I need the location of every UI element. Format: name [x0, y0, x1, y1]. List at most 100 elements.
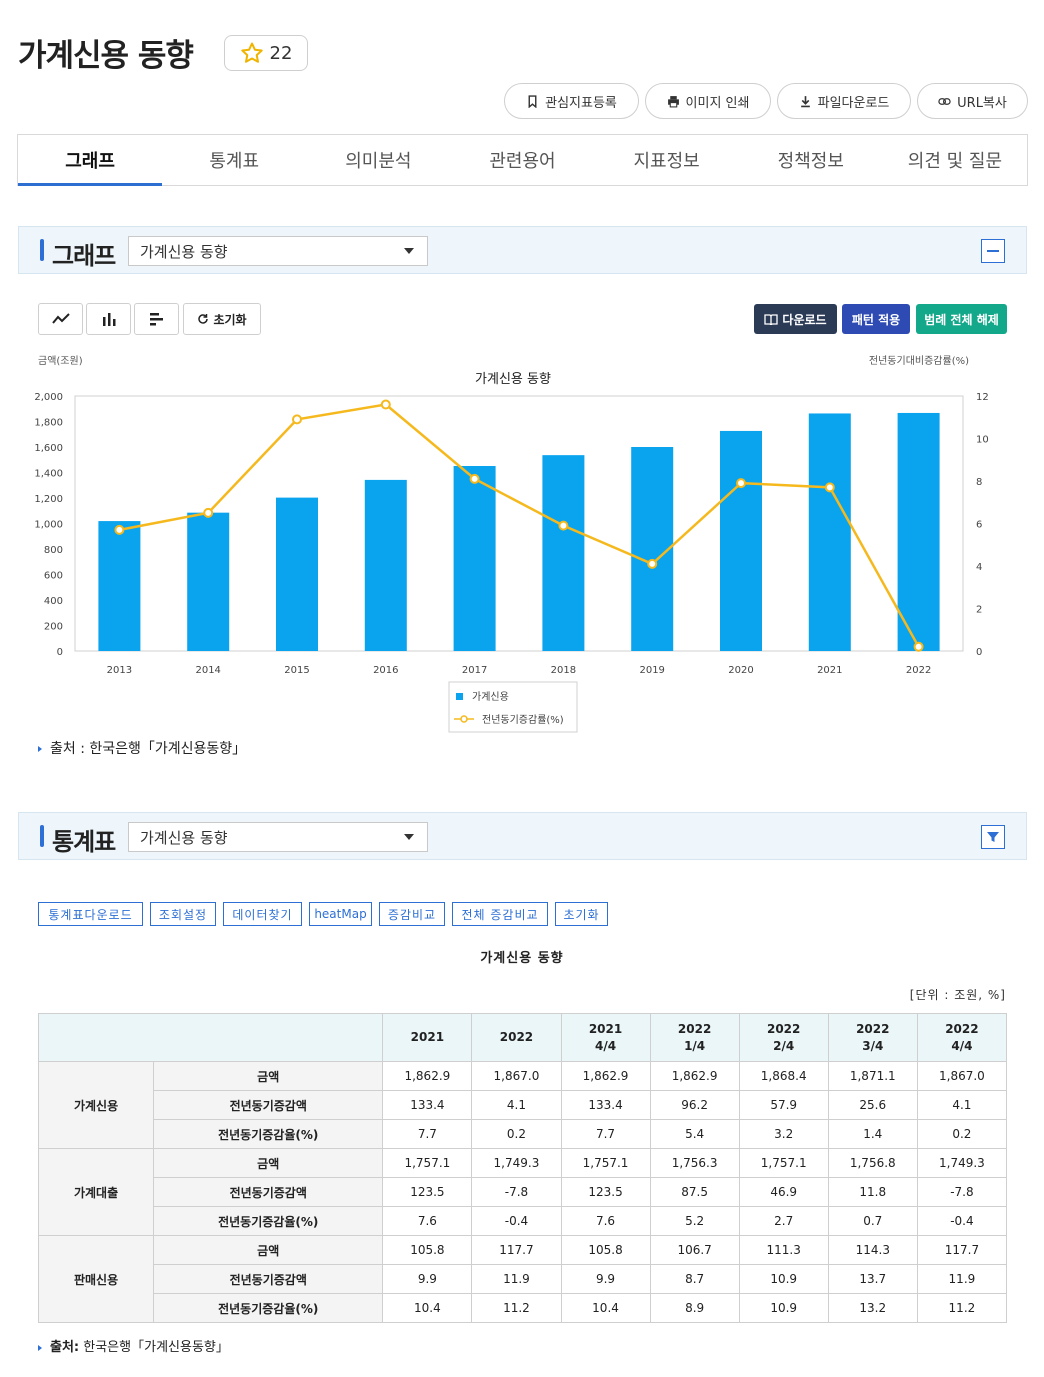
combo-chart: 금액(조원) 전년동기대비증감률(%) 가계신용 동향 0 200 400 600 800 1,…: [34, 355, 989, 733]
file-download-button[interactable]: 파일다운로드: [777, 83, 911, 119]
stat-reset-button[interactable]: 초기화: [555, 902, 608, 926]
table-row: 판매신용 금액 105.8 117.7 105.8 106.7 111.3 114.3 117.…: [37, 1235, 1008, 1323]
table-cell: 1,867.0: [916, 1061, 1008, 1091]
y-tick-label: 600: [44, 571, 63, 582]
y-tick-label: 400: [44, 596, 63, 607]
stat-series-select[interactable]: 가계신용 동향: [128, 822, 428, 852]
pattern-apply-button[interactable]: 패턴 적용: [842, 304, 910, 334]
legend-clear-button[interactable]: 범례 전체 해제: [916, 304, 1007, 334]
heatmap-button[interactable]: heatMap: [309, 902, 372, 926]
data-find-button[interactable]: 데이터찾기: [223, 902, 302, 926]
reset-label: 초기화: [213, 312, 247, 327]
table-cell: 1,862.9: [382, 1061, 473, 1091]
line-point: [824, 482, 835, 493]
row-label: 전년동기증감율(%): [153, 1206, 384, 1236]
y-tick-label: 1,000: [34, 520, 63, 531]
file-download-label: 파일다운로드: [817, 95, 890, 111]
horizontal-bar-button[interactable]: [134, 303, 179, 335]
y2-tick-label: 8: [976, 477, 982, 488]
stat-section-title: 통계표: [52, 828, 116, 856]
table-cell: 123.5: [382, 1177, 473, 1207]
x-tick-label: 2022: [906, 665, 931, 676]
main-tabs: 그래프 통계표 의미분석 관련용어 지표정보 정책정보 의견 및 질문: [17, 134, 1028, 186]
bar-chart-button[interactable]: [86, 303, 131, 335]
tab-policy-info[interactable]: 정책정보: [777, 151, 844, 172]
compare-change-button[interactable]: 증감비교: [379, 902, 445, 926]
pattern-label: 패턴 적용: [851, 312, 901, 327]
table-cell: 1,757.1: [560, 1148, 651, 1178]
table-cell: 8.9: [649, 1293, 740, 1323]
table-cell: 10.9: [738, 1264, 829, 1294]
table-cell: 1,749.3: [916, 1148, 1008, 1178]
y2-tick-label: 12: [976, 392, 989, 403]
line-point: [736, 478, 746, 489]
table-cell: 10.9: [738, 1293, 829, 1323]
tab-graph[interactable]: 그래프: [18, 135, 163, 186]
bar: [542, 455, 585, 651]
graph-series-select[interactable]: 가계신용 동향: [128, 236, 428, 266]
row-label: 전년동기증감율(%): [153, 1293, 384, 1323]
table-cell: 105.8: [382, 1235, 473, 1265]
table-cell: -0.4: [916, 1206, 1008, 1236]
y-tick-label: 800: [44, 545, 63, 556]
column-header: 2022 4/4: [916, 1013, 1008, 1062]
table-cell: 105.8: [560, 1235, 651, 1265]
stat-table: 2021 2022 2021 4/4 2022 1/4 2022 2/4 2022 3/4 2022…: [37, 1013, 1008, 1323]
table-cell: 1,862.9: [649, 1061, 740, 1091]
compare-all-button[interactable]: 전체 증감비교: [452, 902, 548, 926]
line-point: [380, 399, 391, 410]
graph-source: 출처 : 한국은행「가계신용동향」: [38, 738, 246, 758]
column-header: 2022 3/4: [827, 1013, 918, 1062]
row-group-header: 판매신용: [37, 1235, 155, 1323]
star-icon: [240, 42, 263, 63]
line-point: [203, 507, 214, 518]
row-label: 전년동기증감액: [153, 1264, 384, 1294]
stat-download-button[interactable]: 통계표다운로드: [38, 902, 143, 926]
bookmark-indicator-button[interactable]: 관심지표등록: [504, 83, 639, 119]
row-group-header: 가계대출: [37, 1148, 155, 1236]
row-label: 금액: [153, 1148, 384, 1178]
tab-stat-table[interactable]: 통계표: [209, 151, 260, 172]
print-image-button[interactable]: 이미지 인쇄: [645, 83, 771, 119]
table-cell: 7.7: [560, 1119, 651, 1149]
bar: [187, 512, 230, 651]
row-group-header: 가계신용: [37, 1061, 155, 1149]
download-icon: [800, 95, 810, 107]
bar: [276, 497, 318, 651]
bar: [364, 479, 407, 651]
favorite-button[interactable]: 22: [224, 35, 308, 71]
tab-indicator-info[interactable]: 지표정보: [633, 151, 700, 172]
table-cell: 106.7: [649, 1235, 740, 1265]
line-chart-button[interactable]: [38, 303, 83, 335]
x-tick-label: 2014: [195, 665, 220, 676]
row-label: 전년동기증감액: [153, 1177, 384, 1207]
x-tick-label: 2013: [107, 665, 132, 676]
y2-tick-label: 6: [976, 520, 982, 531]
table-row: 전년동기증감율(%) 10.4 11.2 10.4 8.9 10.9 13.2 11.2: [39, 1293, 1008, 1323]
y-tick-label: 1,400: [34, 469, 63, 480]
y2-axis-label: 전년동기대비증감률(%): [869, 355, 969, 367]
row-label: 금액: [153, 1061, 384, 1091]
copy-url-button[interactable]: URL복사: [917, 83, 1028, 119]
refresh-icon: [198, 314, 209, 324]
bookmark-label: 관심지표등록: [545, 95, 617, 111]
y-tick-label: 200: [44, 622, 63, 633]
chart-reset-button[interactable]: 초기화: [183, 303, 261, 335]
section-marker: [40, 239, 44, 261]
column-quarter: 3/4: [862, 1038, 884, 1053]
tab-comments-questions[interactable]: 의견 및 질문: [907, 151, 1003, 172]
table-cell: 2.7: [738, 1206, 829, 1236]
tab-meaning-analysis[interactable]: 의미분석: [345, 151, 412, 172]
collapse-button[interactable]: [981, 239, 1005, 263]
table-cell: 11.9: [916, 1264, 1008, 1294]
query-settings-button[interactable]: 조회설정: [150, 902, 216, 926]
bookmark-icon: [528, 94, 537, 108]
tab-related-terms[interactable]: 관련용어: [489, 151, 556, 172]
line-chart-icon: [51, 313, 70, 324]
table-cell: 111.3: [738, 1235, 829, 1265]
filter-button[interactable]: [981, 825, 1005, 849]
chart-download-button[interactable]: 다운로드: [754, 304, 837, 334]
x-tick-label: 2016: [373, 665, 398, 676]
stat-source: 출처: 한국은행「가계신용동향」: [38, 1336, 229, 1355]
table-cell: 1,749.3: [471, 1148, 562, 1178]
